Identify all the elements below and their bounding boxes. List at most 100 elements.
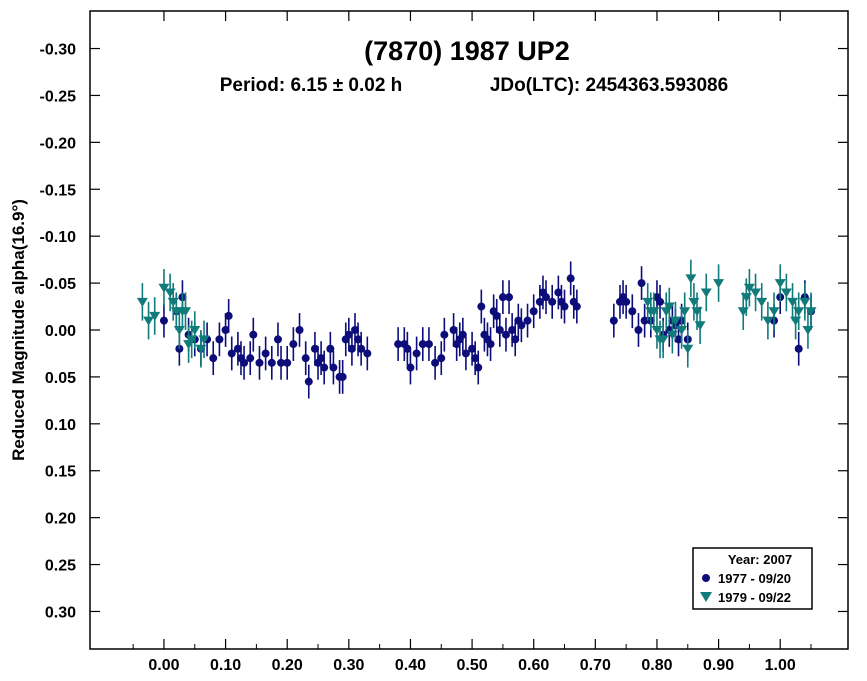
data-point-circle: [637, 279, 646, 288]
y-tick-label: -0.25: [40, 88, 77, 105]
data-point-circle: [471, 354, 480, 363]
data-point-circle: [329, 363, 338, 372]
data-point-triangle: [143, 316, 155, 326]
legend-entry-2: 1979 - 09/22: [718, 590, 791, 605]
data-point-triangle: [679, 307, 691, 317]
y-tick-label: 0.10: [45, 417, 76, 434]
data-point-triangle: [189, 326, 201, 335]
data-point-circle: [440, 330, 449, 339]
x-tick-label: 0.10: [210, 657, 241, 674]
data-point-circle: [468, 344, 477, 353]
data-point-triangle: [805, 307, 817, 317]
data-point-triangle: [780, 288, 792, 298]
data-point-triangle: [198, 335, 210, 345]
data-point-circle: [209, 354, 218, 363]
x-tick-label: 0.30: [333, 657, 364, 674]
legend: Year: 2007 1977 - 09/20 1979 - 09/22: [692, 547, 813, 610]
y-tick-label: 0.00: [45, 323, 76, 340]
epoch-label: JDo(LTC): 2454363.593086: [490, 75, 728, 96]
data-point-circle: [656, 297, 665, 306]
data-point-triangle: [756, 297, 768, 307]
data-point-circle: [249, 330, 258, 339]
data-point-triangle: [136, 297, 148, 307]
legend-title: Year: 2007: [728, 552, 792, 567]
data-point-circle: [566, 274, 575, 283]
data-point-triangle: [685, 274, 697, 284]
y-axis-label: Reduced Magnitude alpha(16.9°): [9, 199, 28, 461]
data-point-triangle: [762, 316, 774, 326]
x-tick-label: 1.00: [765, 657, 796, 674]
data-point-circle: [492, 311, 501, 320]
chart-title: (7870) 1987 UP2: [364, 36, 570, 66]
data-point-triangle: [158, 283, 170, 293]
data-point-circle: [511, 335, 520, 344]
legend-circle-marker: [702, 574, 710, 582]
data-point-circle: [317, 354, 326, 363]
data-point-circle: [310, 344, 319, 353]
data-point-circle: [634, 326, 643, 334]
x-tick-label: 0.80: [641, 657, 672, 674]
data-point-circle: [542, 293, 551, 302]
x-tick-label: 0.60: [518, 657, 549, 674]
data-point-triangle: [768, 307, 780, 317]
data-point-circle: [523, 316, 532, 325]
data-point-triangle: [682, 344, 694, 354]
y-tick-label: -0.10: [40, 229, 77, 246]
data-point-circle: [486, 340, 495, 349]
data-point-circle: [221, 326, 230, 334]
data-points: [136, 259, 817, 399]
data-point-circle: [394, 340, 403, 349]
data-point-circle: [326, 344, 335, 353]
data-point-circle: [267, 358, 276, 367]
data-point-triangle: [743, 283, 755, 293]
legend-triangle-marker: [700, 592, 712, 602]
data-point-triangle: [700, 288, 712, 298]
data-point-circle: [215, 335, 224, 344]
period-label: Period: 6.15 ± 0.02 h: [220, 75, 403, 96]
data-point-circle: [674, 335, 683, 344]
data-point-circle: [320, 363, 329, 372]
data-point-circle: [354, 335, 363, 344]
data-point-circle: [517, 321, 526, 330]
data-point-triangle: [669, 316, 681, 326]
data-point-circle: [233, 344, 242, 353]
data-point-triangle: [180, 307, 192, 317]
data-point-circle: [301, 354, 310, 363]
axis-ticks: -0.30 -0.25 -0.20 -0.15 -0.10 -0.05 0.00 0.05 0.…: [40, 11, 848, 674]
data-point-circle: [458, 330, 467, 339]
y-tick-label: 0.15: [45, 464, 76, 481]
data-point-circle: [224, 311, 233, 320]
data-point-triangle: [750, 288, 762, 298]
x-tick-label: 0.50: [457, 657, 488, 674]
y-tick-label: -0.05: [40, 276, 77, 293]
data-point-circle: [338, 372, 347, 381]
data-point-circle: [554, 288, 563, 297]
data-point-circle: [449, 326, 458, 334]
data-point-triangle: [663, 302, 675, 312]
data-point-triangle: [657, 335, 669, 345]
data-point-circle: [277, 358, 286, 367]
data-point-triangle: [694, 321, 706, 331]
data-point-circle: [255, 358, 264, 367]
data-point-circle: [295, 326, 304, 334]
data-point-circle: [304, 377, 313, 386]
data-point-circle: [344, 330, 353, 339]
data-point-triangle: [799, 297, 811, 307]
x-tick-label: 0.40: [395, 657, 426, 674]
data-point-circle: [461, 349, 470, 358]
data-point-circle: [508, 326, 517, 334]
y-tick-label: 0.20: [45, 511, 76, 528]
data-point-circle: [628, 307, 637, 316]
data-point-circle: [273, 335, 282, 344]
data-point-circle: [431, 358, 440, 367]
data-point-circle: [622, 297, 631, 306]
data-point-circle: [240, 358, 249, 367]
data-point-circle: [424, 340, 433, 349]
x-tick-label: 0.20: [272, 657, 303, 674]
data-point-circle: [159, 316, 168, 325]
x-tick-label: 0.00: [148, 657, 179, 674]
data-point-triangle: [713, 279, 725, 289]
data-point-triangle: [793, 307, 805, 317]
y-tick-label: 0.30: [45, 604, 76, 621]
